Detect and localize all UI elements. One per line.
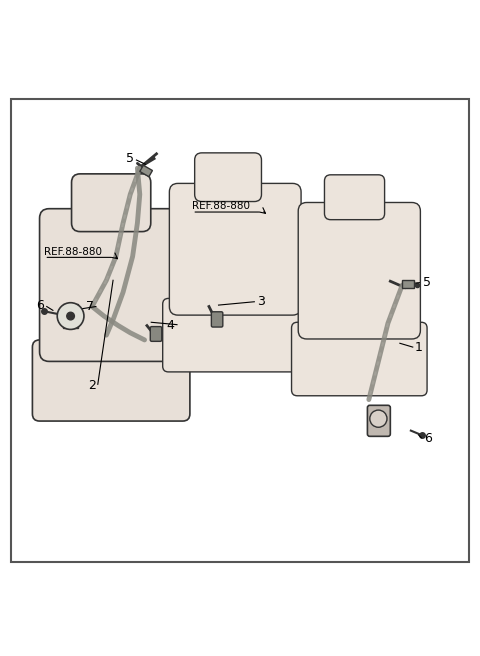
Text: 7: 7 xyxy=(85,300,94,313)
Bar xyxy=(140,165,153,176)
FancyBboxPatch shape xyxy=(163,298,308,372)
Text: 4: 4 xyxy=(167,319,175,332)
FancyBboxPatch shape xyxy=(291,322,427,396)
Text: 3: 3 xyxy=(258,295,265,308)
FancyBboxPatch shape xyxy=(150,327,162,341)
FancyBboxPatch shape xyxy=(324,174,384,220)
FancyBboxPatch shape xyxy=(211,312,223,327)
Text: 2: 2 xyxy=(88,379,96,392)
FancyBboxPatch shape xyxy=(39,209,183,361)
FancyBboxPatch shape xyxy=(169,184,301,315)
Circle shape xyxy=(67,312,74,320)
Text: 7: 7 xyxy=(383,422,391,436)
Text: REF.88-880: REF.88-880 xyxy=(44,247,102,256)
Text: 6: 6 xyxy=(425,432,432,445)
Text: 6: 6 xyxy=(36,298,45,312)
Text: 1: 1 xyxy=(415,340,423,354)
Circle shape xyxy=(370,410,387,427)
Bar xyxy=(402,280,414,289)
FancyBboxPatch shape xyxy=(72,174,151,232)
FancyBboxPatch shape xyxy=(298,203,420,339)
FancyBboxPatch shape xyxy=(367,405,390,436)
Text: 5: 5 xyxy=(423,276,431,289)
FancyBboxPatch shape xyxy=(195,153,262,201)
Text: 5: 5 xyxy=(126,152,134,165)
Bar xyxy=(63,304,78,328)
FancyBboxPatch shape xyxy=(33,340,190,421)
Text: REF.88-880: REF.88-880 xyxy=(192,201,250,211)
Circle shape xyxy=(57,302,84,329)
